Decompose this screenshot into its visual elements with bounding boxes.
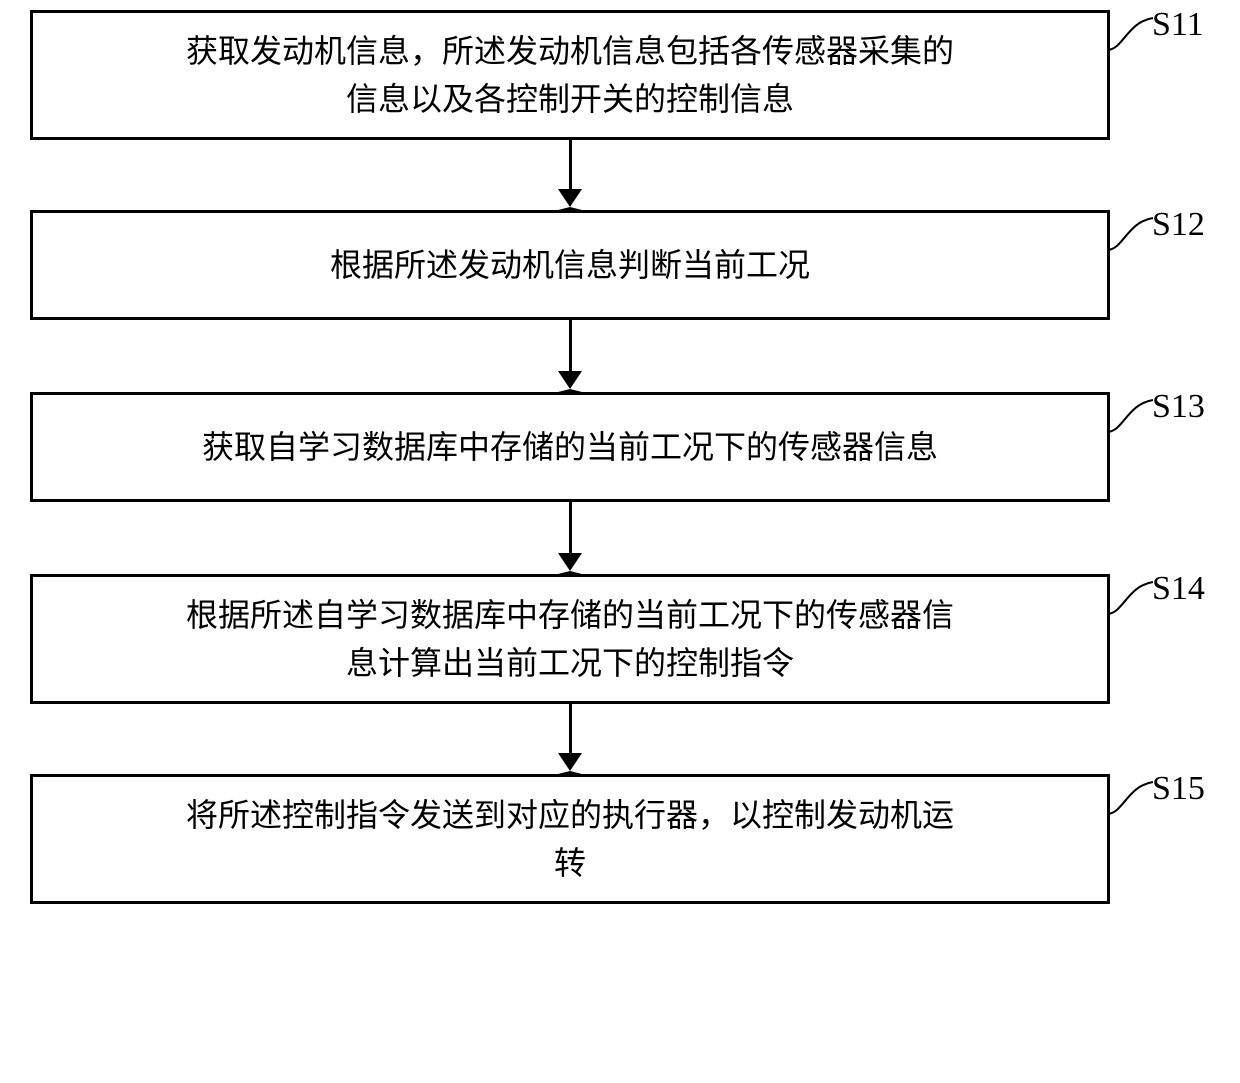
flow-step-label-wrap: S14	[1110, 582, 1210, 642]
arrow-line	[569, 320, 572, 371]
arrow-head-icon	[558, 553, 582, 574]
flow-step-text: 根据所述自学习数据库中存储的当前工况下的传感器信 息计算出当前工况下的控制指令	[186, 591, 954, 687]
flow-step-label-wrap: S12	[1110, 218, 1210, 278]
flow-connector	[558, 140, 582, 210]
flow-step-label: S11	[1152, 6, 1204, 44]
arrow-line	[569, 502, 572, 553]
arrow-line	[569, 704, 572, 753]
flow-step-text: 获取发动机信息，所述发动机信息包括各传感器采集的 信息以及各控制开关的控制信息	[186, 27, 954, 123]
flow-step-S11: 获取发动机信息，所述发动机信息包括各传感器采集的 信息以及各控制开关的控制信息S…	[30, 10, 1110, 140]
flow-step-label: S15	[1152, 770, 1205, 808]
flow-step-label: S14	[1152, 570, 1205, 608]
flow-step-text: 将所述控制指令发送到对应的执行器，以控制发动机运 转	[186, 791, 954, 887]
flow-connector	[558, 320, 582, 392]
flow-step-S12: 根据所述发动机信息判断当前工况S12	[30, 210, 1110, 320]
arrow-head-icon	[558, 371, 582, 392]
flow-step-S15: 将所述控制指令发送到对应的执行器，以控制发动机运 转S15	[30, 774, 1110, 904]
flow-box: 根据所述自学习数据库中存储的当前工况下的传感器信 息计算出当前工况下的控制指令	[30, 574, 1110, 704]
flow-step-label-wrap: S11	[1110, 18, 1210, 78]
flow-step-label: S13	[1152, 388, 1205, 426]
flow-step-label-wrap: S13	[1110, 400, 1210, 460]
flow-box: 将所述控制指令发送到对应的执行器，以控制发动机运 转	[30, 774, 1110, 904]
flow-connector	[558, 502, 582, 574]
flow-box: 根据所述发动机信息判断当前工况	[30, 210, 1110, 320]
arrow-line	[569, 140, 572, 189]
flow-step-S14: 根据所述自学习数据库中存储的当前工况下的传感器信 息计算出当前工况下的控制指令S…	[30, 574, 1110, 704]
flow-step-label: S12	[1152, 206, 1205, 244]
arrow-head-icon	[558, 189, 582, 210]
flow-box: 获取发动机信息，所述发动机信息包括各传感器采集的 信息以及各控制开关的控制信息	[30, 10, 1110, 140]
flow-step-text: 根据所述发动机信息判断当前工况	[330, 241, 810, 289]
flow-box: 获取自学习数据库中存储的当前工况下的传感器信息	[30, 392, 1110, 502]
flow-connector	[558, 704, 582, 774]
flow-step-label-wrap: S15	[1110, 782, 1210, 842]
flow-step-S13: 获取自学习数据库中存储的当前工况下的传感器信息S13	[30, 392, 1110, 502]
flow-step-text: 获取自学习数据库中存储的当前工况下的传感器信息	[202, 423, 938, 471]
arrow-head-icon	[558, 753, 582, 774]
